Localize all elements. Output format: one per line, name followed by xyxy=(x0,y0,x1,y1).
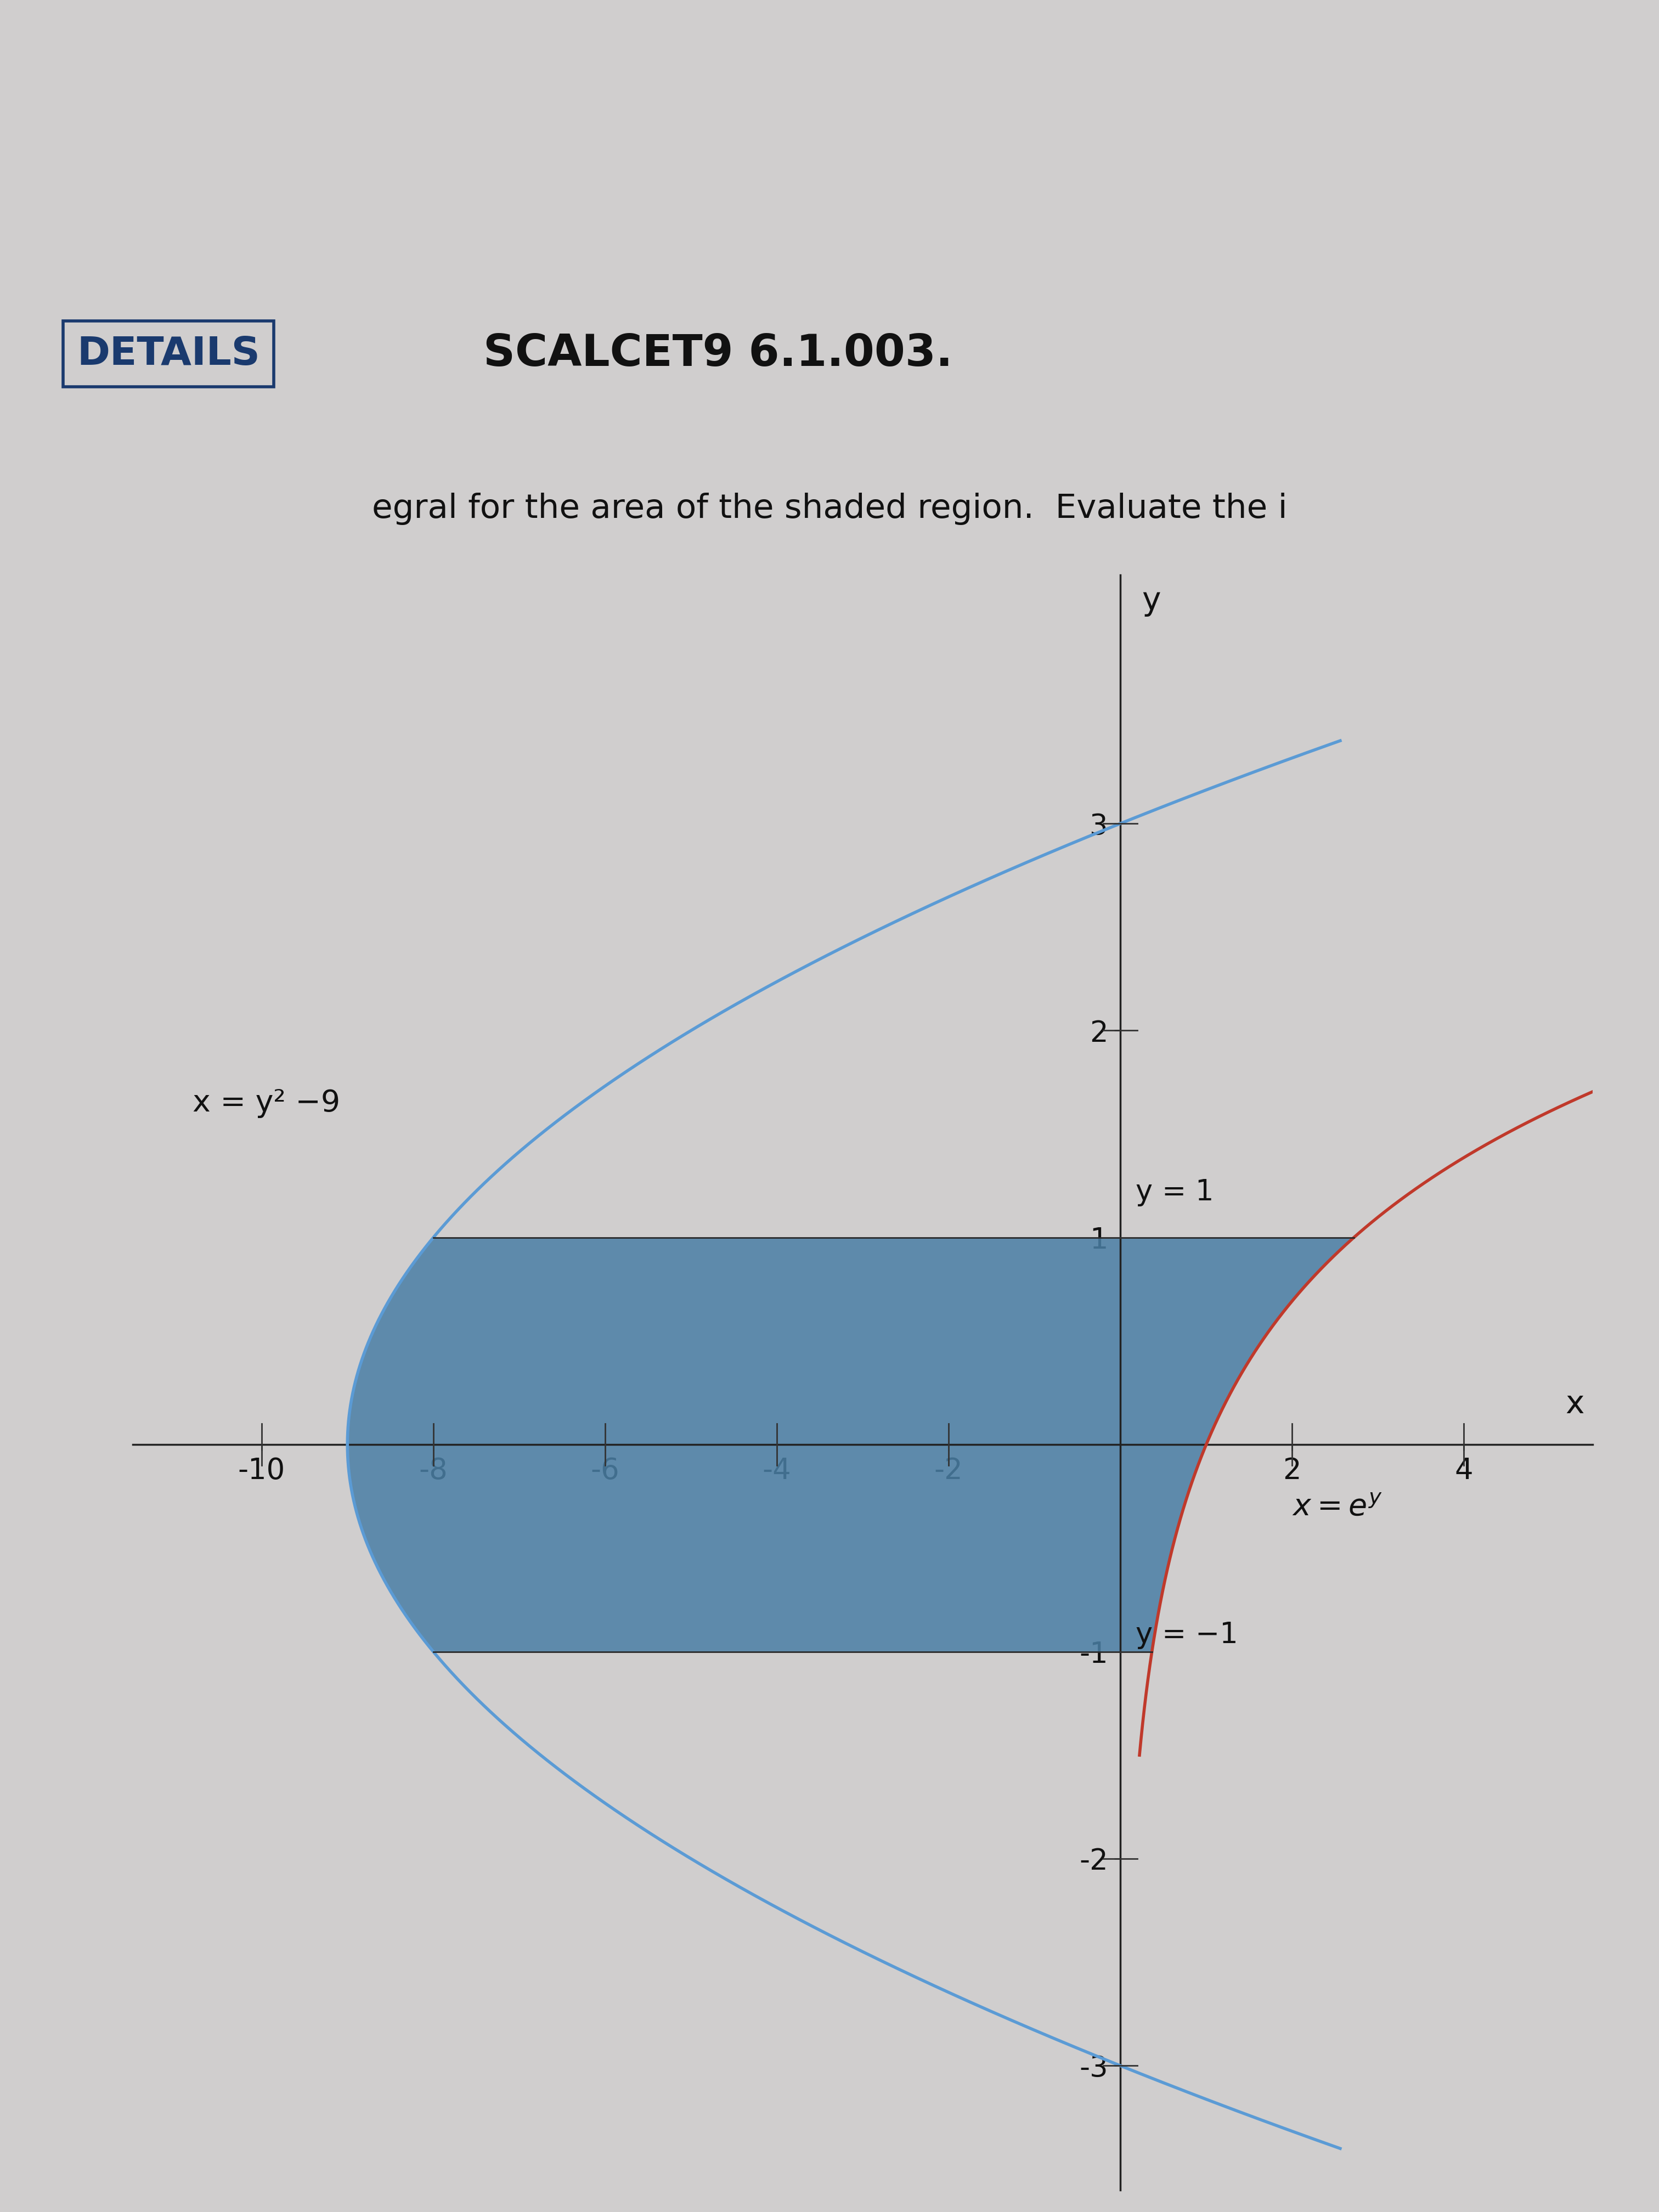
Text: y = −1: y = −1 xyxy=(1136,1621,1238,1650)
Text: DETAILS: DETAILS xyxy=(76,334,260,374)
Text: SCALCET9 6.1.003.: SCALCET9 6.1.003. xyxy=(483,332,952,376)
Text: egral for the area of the shaded region.  Evaluate the i: egral for the area of the shaded region.… xyxy=(372,493,1287,524)
Text: $x=e^y$: $x=e^y$ xyxy=(1292,1491,1382,1522)
Text: x = y² −9: x = y² −9 xyxy=(192,1088,340,1117)
Text: x: x xyxy=(1564,1389,1584,1420)
Text: y = 1: y = 1 xyxy=(1136,1179,1214,1206)
Text: y: y xyxy=(1141,586,1161,617)
